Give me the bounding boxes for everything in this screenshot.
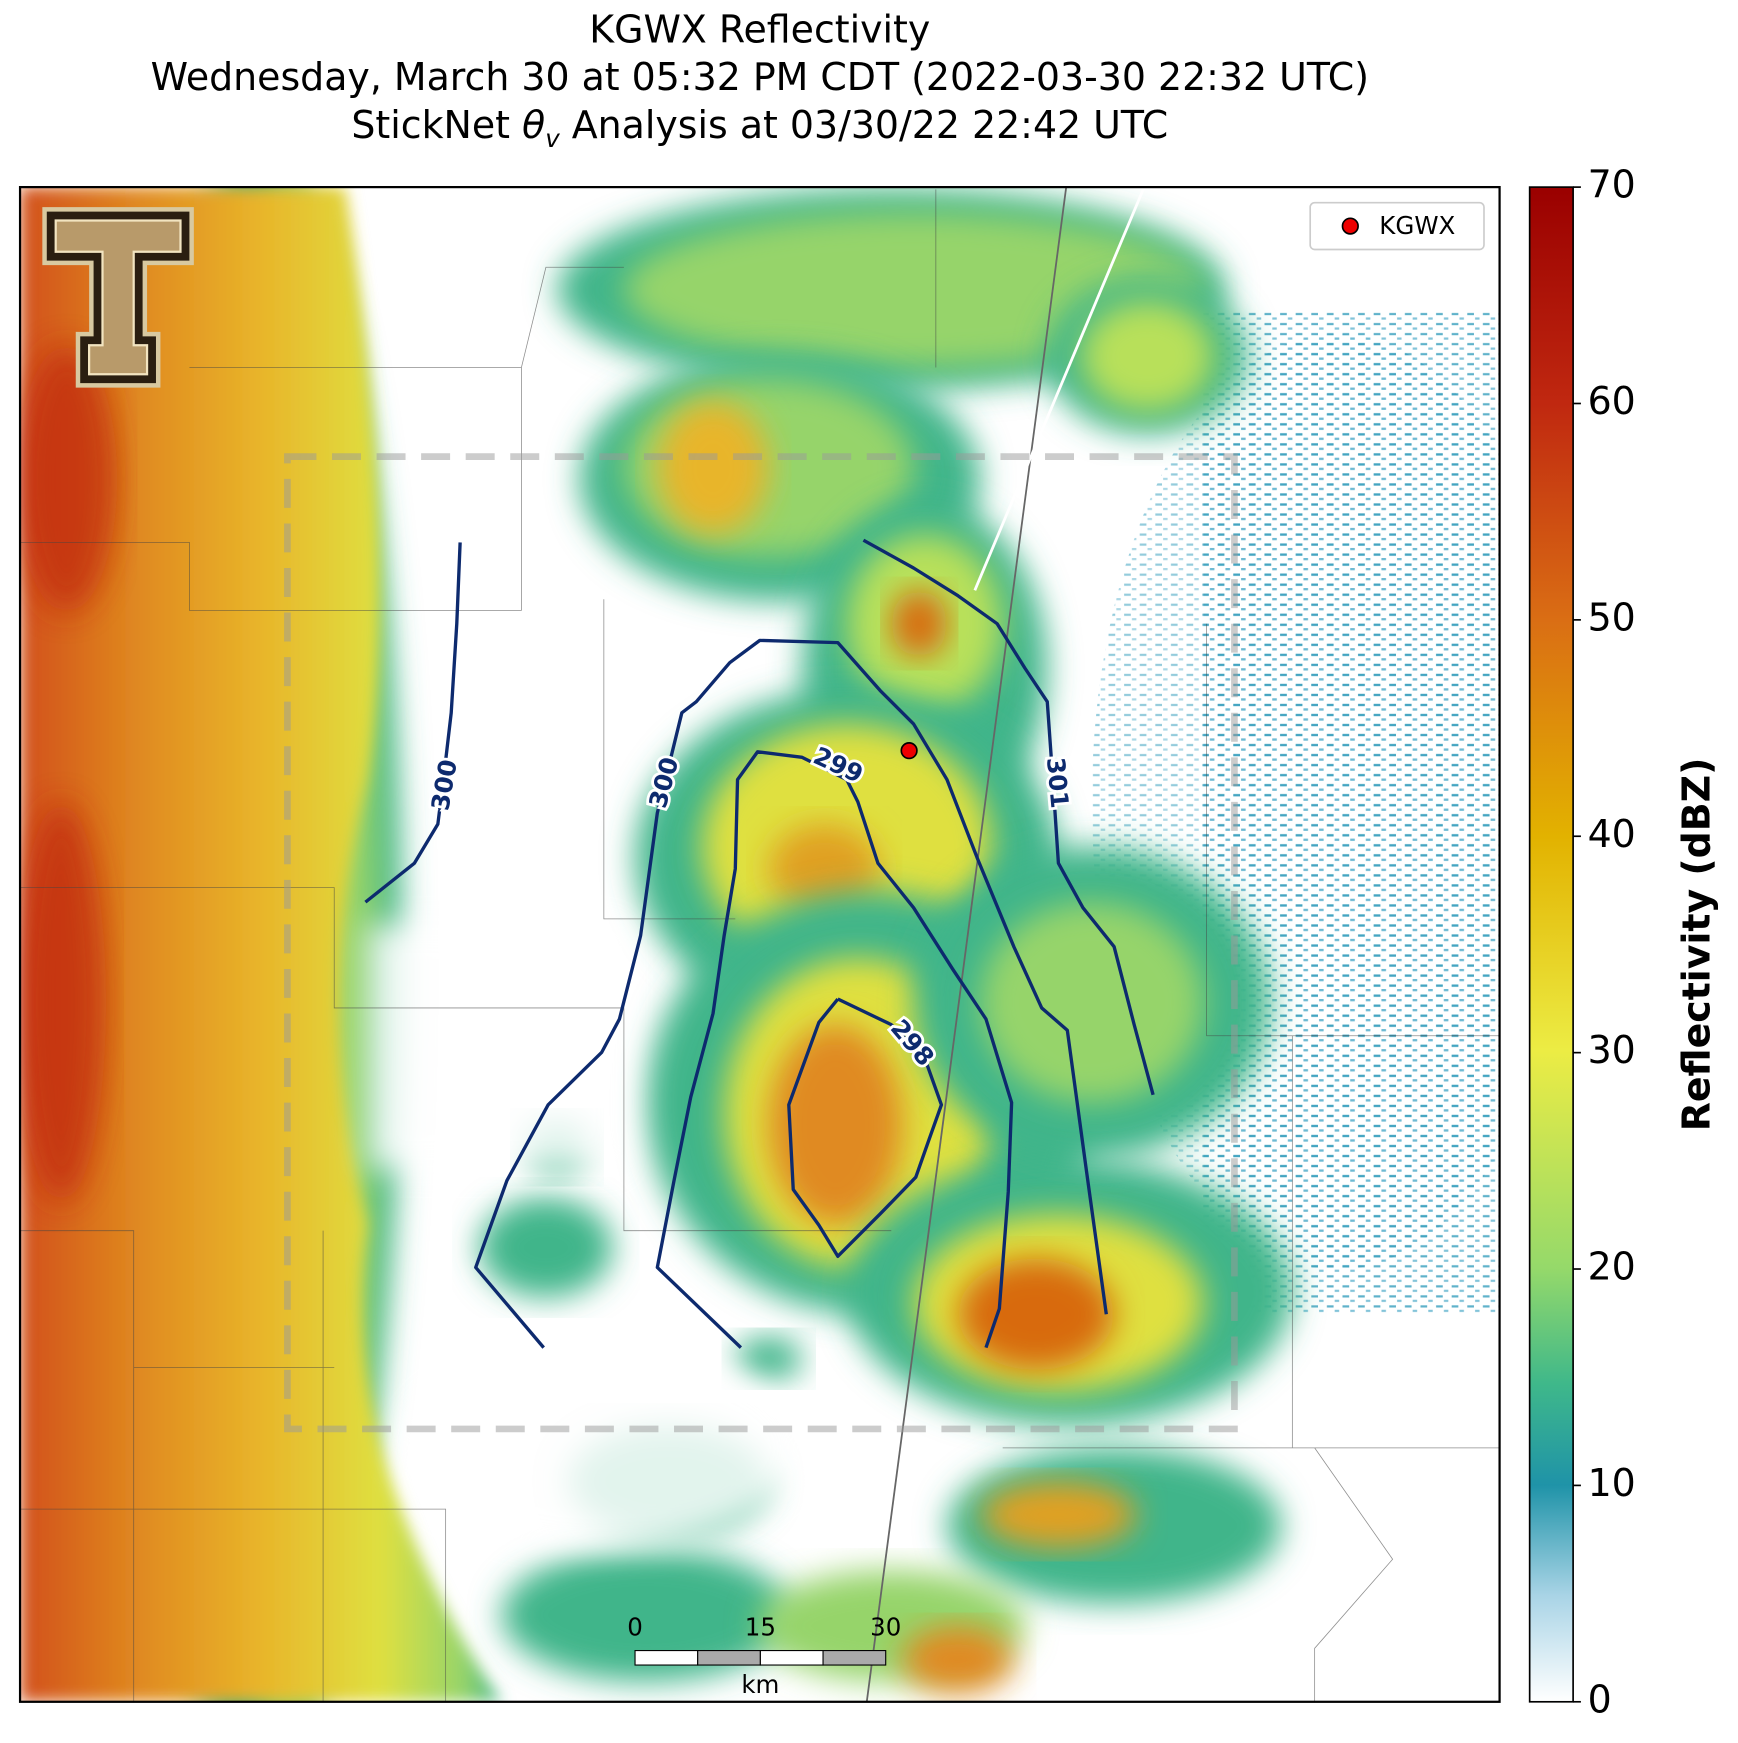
legend: KGWX: [1309, 201, 1485, 251]
scale-tick-label: 15: [745, 1612, 776, 1641]
colorbar-tick-label: 20: [1588, 1245, 1636, 1289]
legend-box: [1309, 201, 1485, 251]
echo-core: [20, 345, 117, 613]
legend-marker: [1341, 217, 1359, 235]
echo: [657, 400, 769, 535]
scale-bar: 0 15 30 km: [627, 1612, 901, 1699]
analysis-domain: [284, 453, 1238, 1433]
county-lines: [20, 189, 1500, 1702]
contour-line: [655, 750, 1014, 1349]
colorbar-tick-label: 50: [1588, 595, 1636, 639]
reflectivity-field: [20, 187, 1500, 1702]
echo: [902, 1626, 1014, 1693]
county-line: [20, 189, 1500, 1702]
colorbar-tick-label: 40: [1588, 812, 1636, 856]
echo: [980, 902, 1204, 1103]
echo-band: [20, 187, 502, 1702]
title-text: Analysis at 03/30/22 22:42 UTC: [560, 103, 1169, 147]
colorbar-tick-label: 0: [1588, 1677, 1612, 1721]
title-line: KGWX Reflectivity: [589, 7, 930, 51]
radial-line: [973, 187, 1146, 591]
logo-inner: [54, 219, 182, 376]
contour-label: 301: [1041, 756, 1074, 809]
title-symbol: θ: [522, 103, 545, 147]
scale-segment: [822, 1650, 887, 1666]
title-line: StickNet θv Analysis at 03/30/22 22:42 U…: [351, 103, 1168, 153]
contour-line: [862, 538, 1155, 1096]
legend-label: KGWX: [1379, 211, 1455, 240]
map-frame: [18, 185, 1501, 1703]
clear-area: [367, 924, 624, 1170]
logo: [42, 207, 194, 388]
colorbar-scale: [1528, 186, 1574, 1703]
title-text: StickNet: [351, 103, 522, 147]
scale-segment: [634, 1650, 699, 1666]
echo: [479, 1197, 613, 1298]
colorbar-tick-label: 10: [1588, 1461, 1636, 1505]
contour-line: [787, 997, 944, 1258]
radial-line: [865, 187, 1068, 1702]
contour-line: [364, 542, 462, 904]
clear-area: [401, 1347, 803, 1549]
echo: [1080, 300, 1215, 413]
echo-core: [20, 801, 106, 1203]
echo: [891, 590, 947, 658]
scale-segment: [759, 1650, 824, 1666]
colorbar-tick-label: 60: [1588, 379, 1636, 423]
colorbar-label: Reflectivity (dBZ): [1675, 758, 1719, 1132]
title-line: Wednesday, March 30 at 05:32 PM CDT (202…: [151, 55, 1369, 99]
title-subscript: v: [545, 124, 560, 153]
colorbar: Reflectivity (dBZ) 0 10 20 30 40 50 60 70: [1528, 163, 1719, 1721]
echo: [501, 1548, 792, 1682]
scale-tick-label: 0: [627, 1612, 643, 1641]
echo: [768, 824, 881, 914]
radar-site: [900, 742, 918, 760]
colorbar-tick-label: 30: [1588, 1028, 1636, 1072]
colorbar-tick-label: 70: [1588, 163, 1636, 207]
echo: [768, 1024, 903, 1226]
echo: [735, 1336, 803, 1382]
scale-segment: [697, 1650, 761, 1666]
contour-line: [474, 638, 1108, 1349]
scale-tick-label: 30: [870, 1612, 901, 1641]
echo: [980, 1481, 1137, 1549]
echo: [958, 1258, 1115, 1370]
scale-unit: km: [741, 1670, 779, 1699]
